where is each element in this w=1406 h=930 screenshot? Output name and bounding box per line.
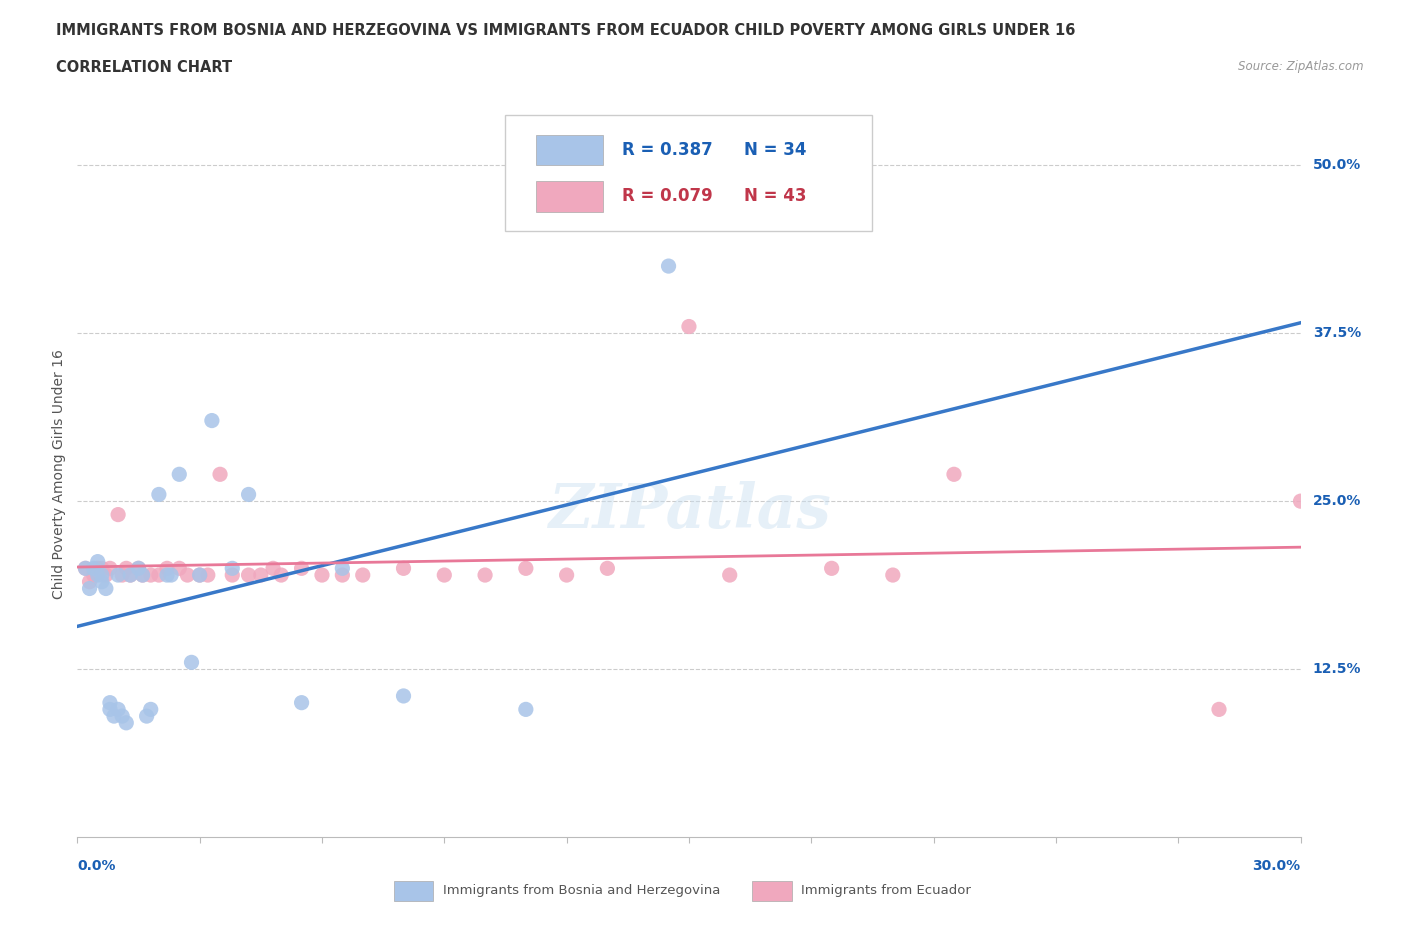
Text: 50.0%: 50.0%	[1313, 158, 1361, 172]
Text: 0.0%: 0.0%	[77, 858, 115, 872]
Point	[433, 567, 456, 582]
Point	[238, 487, 260, 502]
Point	[87, 567, 110, 582]
Point	[1208, 702, 1230, 717]
Point	[474, 567, 496, 582]
Point	[678, 319, 700, 334]
Point	[821, 561, 844, 576]
Point	[90, 575, 112, 590]
Point	[169, 561, 191, 576]
FancyBboxPatch shape	[536, 181, 603, 212]
Point	[290, 696, 312, 711]
Point	[250, 567, 273, 582]
Point	[555, 567, 578, 582]
Point	[221, 567, 243, 582]
Point	[169, 467, 191, 482]
Point	[94, 567, 117, 582]
Point	[188, 567, 211, 582]
Text: N = 34: N = 34	[744, 141, 807, 159]
Point	[131, 567, 153, 582]
Point	[156, 567, 179, 582]
Text: R = 0.079: R = 0.079	[621, 187, 713, 205]
Point	[515, 702, 537, 717]
Point	[197, 567, 219, 582]
Text: 37.5%: 37.5%	[1313, 326, 1361, 340]
Point	[148, 487, 170, 502]
Point	[156, 561, 179, 576]
Point	[262, 561, 284, 576]
Point	[107, 507, 129, 522]
Point	[596, 561, 619, 576]
Point	[115, 561, 138, 576]
Point	[98, 696, 121, 711]
Point	[290, 561, 312, 576]
Point	[238, 567, 260, 582]
Point	[201, 413, 224, 428]
Text: 12.5%: 12.5%	[1313, 662, 1361, 676]
Point	[942, 467, 965, 482]
Point	[882, 567, 904, 582]
Point	[139, 702, 162, 717]
Point	[79, 575, 101, 590]
Point	[176, 567, 198, 582]
FancyBboxPatch shape	[536, 135, 603, 166]
Text: IMMIGRANTS FROM BOSNIA AND HERZEGOVINA VS IMMIGRANTS FROM ECUADOR CHILD POVERTY : IMMIGRANTS FROM BOSNIA AND HERZEGOVINA V…	[56, 23, 1076, 38]
Point	[75, 561, 97, 576]
Point	[332, 567, 354, 582]
Point	[1289, 494, 1312, 509]
Text: R = 0.387: R = 0.387	[621, 141, 713, 159]
Point	[127, 561, 149, 576]
Point	[392, 561, 415, 576]
Point	[107, 702, 129, 717]
Point	[111, 567, 134, 582]
Point	[332, 561, 354, 576]
Point	[311, 567, 333, 582]
Point	[94, 581, 117, 596]
Point	[87, 561, 110, 576]
Point	[111, 709, 134, 724]
Text: CORRELATION CHART: CORRELATION CHART	[56, 60, 232, 75]
Text: N = 43: N = 43	[744, 187, 807, 205]
Point	[352, 567, 374, 582]
FancyBboxPatch shape	[506, 115, 873, 232]
Point	[120, 567, 142, 582]
Point	[127, 561, 149, 576]
Text: Immigrants from Ecuador: Immigrants from Ecuador	[801, 884, 972, 897]
Point	[148, 567, 170, 582]
Point	[135, 709, 157, 724]
Point	[98, 561, 121, 576]
Point	[90, 561, 112, 576]
Point	[270, 567, 292, 582]
Text: Source: ZipAtlas.com: Source: ZipAtlas.com	[1239, 60, 1364, 73]
Point	[103, 709, 125, 724]
Point	[120, 567, 142, 582]
Point	[515, 561, 537, 576]
Point	[718, 567, 741, 582]
Point	[75, 561, 97, 576]
Point	[90, 567, 112, 582]
Point	[98, 702, 121, 717]
Point	[107, 567, 129, 582]
Point	[392, 688, 415, 703]
Point	[188, 567, 211, 582]
Text: Immigrants from Bosnia and Herzegovina: Immigrants from Bosnia and Herzegovina	[443, 884, 720, 897]
Point	[115, 715, 138, 730]
Point	[79, 581, 101, 596]
Point	[139, 567, 162, 582]
Point	[208, 467, 231, 482]
Point	[221, 561, 243, 576]
Point	[131, 567, 153, 582]
Point	[180, 655, 202, 670]
Text: ZIPatlas: ZIPatlas	[547, 481, 831, 540]
Point	[83, 561, 105, 576]
Text: 25.0%: 25.0%	[1313, 494, 1361, 508]
Point	[87, 554, 110, 569]
Y-axis label: Child Poverty Among Girls Under 16: Child Poverty Among Girls Under 16	[52, 350, 66, 599]
Text: 30.0%: 30.0%	[1253, 858, 1301, 872]
Point	[83, 567, 105, 582]
Point	[160, 567, 183, 582]
Point	[658, 259, 681, 273]
